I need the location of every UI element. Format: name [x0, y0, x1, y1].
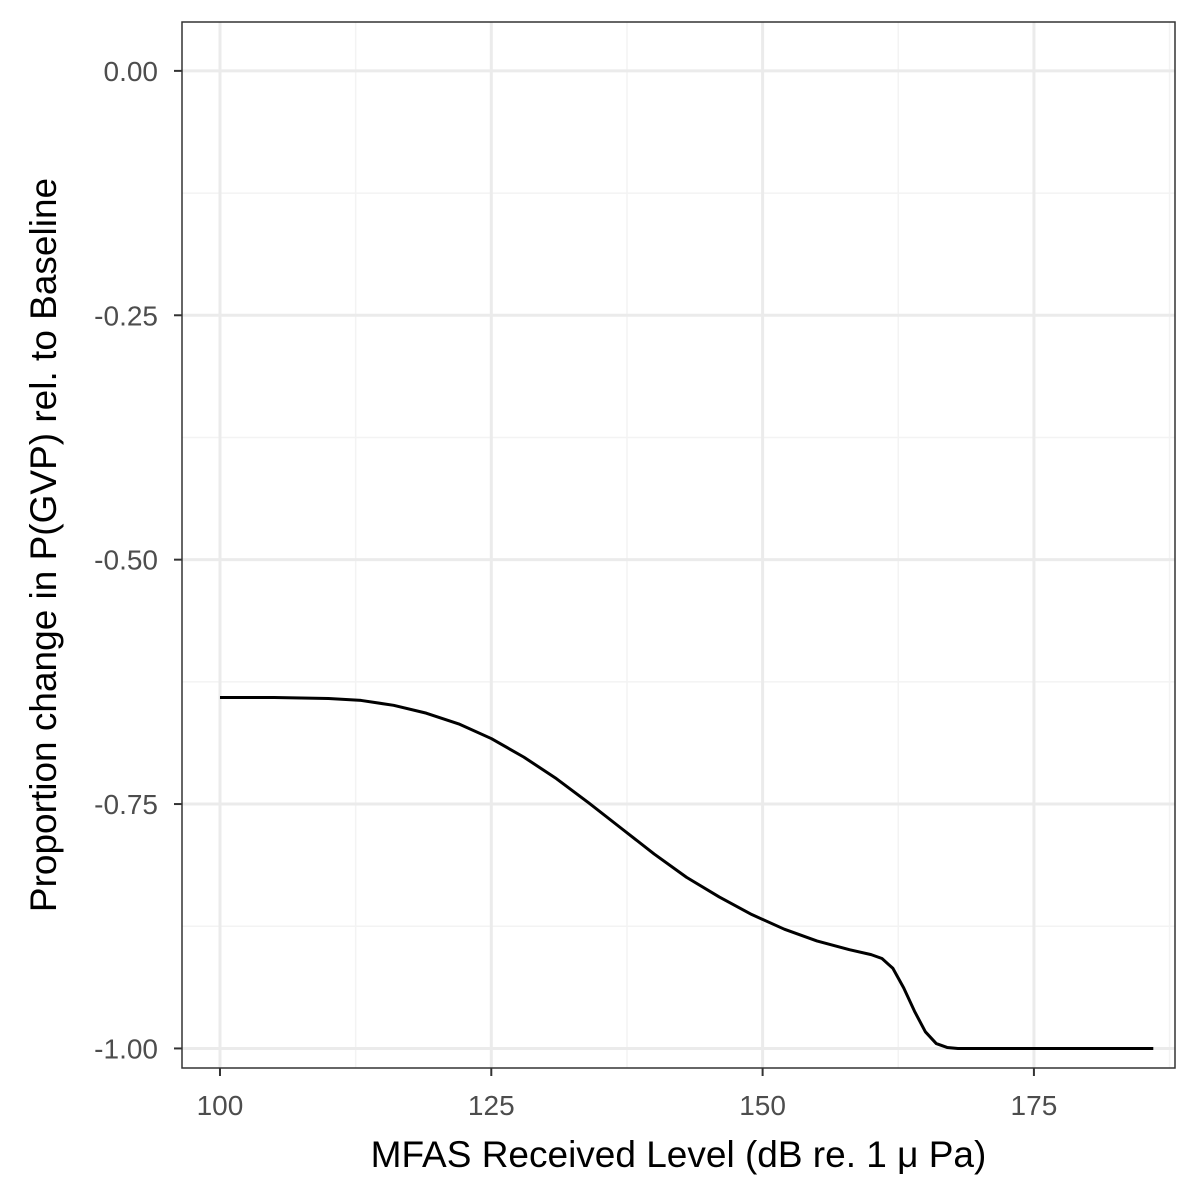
series-line-0	[219, 696, 1154, 1050]
tick-labels: 100 125 150 175 0.00 -0.25 -0.50 -0.75 -1.00	[94, 56, 1057, 1121]
y-tick-label: -0.50	[94, 545, 158, 576]
x-tick-label: 175	[1011, 1090, 1058, 1121]
y-tick-label: -0.25	[94, 300, 158, 331]
minor-gridlines	[182, 22, 1175, 1068]
major-gridlines	[182, 22, 1175, 1068]
x-axis-title: MFAS Received Level (dB re. 1 μ Pa)	[371, 1134, 987, 1175]
x-tick-label: 150	[739, 1090, 786, 1121]
y-tick-label: -1.00	[94, 1033, 158, 1064]
y-tick-label: -0.75	[94, 789, 158, 820]
x-tick-label: 100	[197, 1090, 244, 1121]
panel-border	[181, 21, 1176, 1069]
y-axis-title: Proportion change in P(GVP) rel. to Base…	[23, 178, 64, 912]
axis-ticks	[174, 69, 1035, 1076]
y-tick-label: 0.00	[104, 56, 159, 87]
series-lines	[219, 696, 1154, 1050]
x-tick-label: 125	[468, 1090, 515, 1121]
